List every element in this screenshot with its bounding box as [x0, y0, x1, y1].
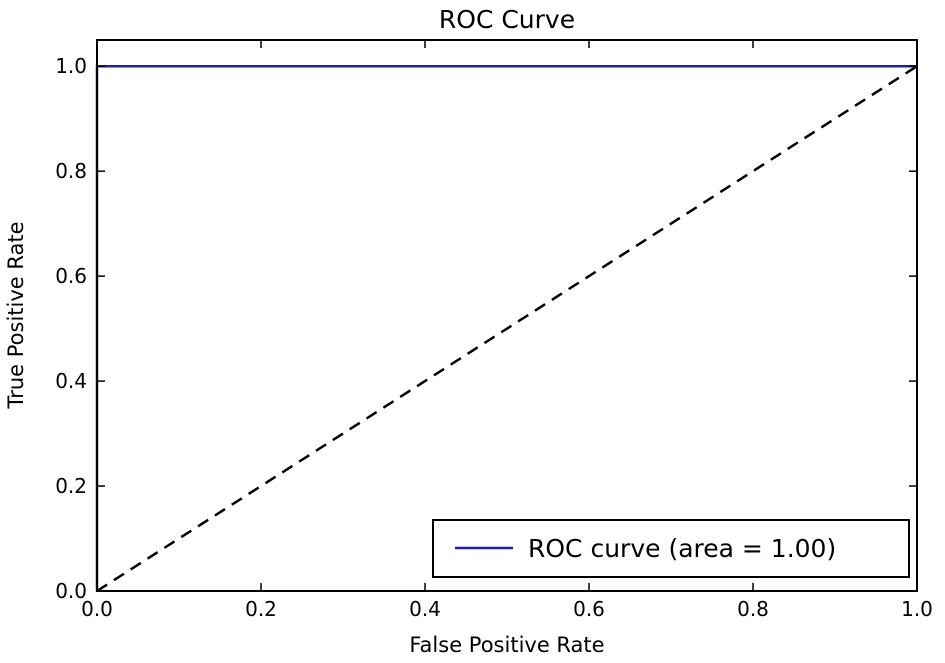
x-tick-label: 0.8: [737, 597, 769, 621]
y-tick-label: 0.2: [55, 474, 87, 498]
x-tick-label: 0.4: [409, 597, 441, 621]
legend-label-roc-curve: ROC curve (area = 1.00): [528, 534, 836, 563]
y-axis-ticks: 0.0 0.2 0.4 0.6 0.8 1.0: [55, 54, 917, 603]
y-tick-label: 0.0: [55, 579, 87, 603]
x-axis-ticks: 0.0 0.2 0.4 0.6 0.8 1.0: [81, 40, 933, 621]
y-tick-label: 0.8: [55, 159, 87, 183]
x-tick-label: 0.2: [245, 597, 277, 621]
x-tick-label: 0.0: [81, 597, 113, 621]
y-tick-label: 0.4: [55, 369, 87, 393]
y-tick-label: 0.6: [55, 264, 87, 288]
x-tick-label: 0.6: [573, 597, 605, 621]
y-axis-label: True Positive Rate: [4, 221, 28, 409]
x-axis-label: False Positive Rate: [409, 633, 604, 657]
series-line-1: [96, 65, 918, 593]
plot-area-frame: [96, 39, 918, 592]
chart-title: ROC Curve: [439, 5, 575, 34]
y-tick-label: 1.0: [55, 54, 87, 78]
legend: ROC curve (area = 1.00): [432, 519, 910, 578]
x-tick-label: 1.0: [901, 597, 933, 621]
